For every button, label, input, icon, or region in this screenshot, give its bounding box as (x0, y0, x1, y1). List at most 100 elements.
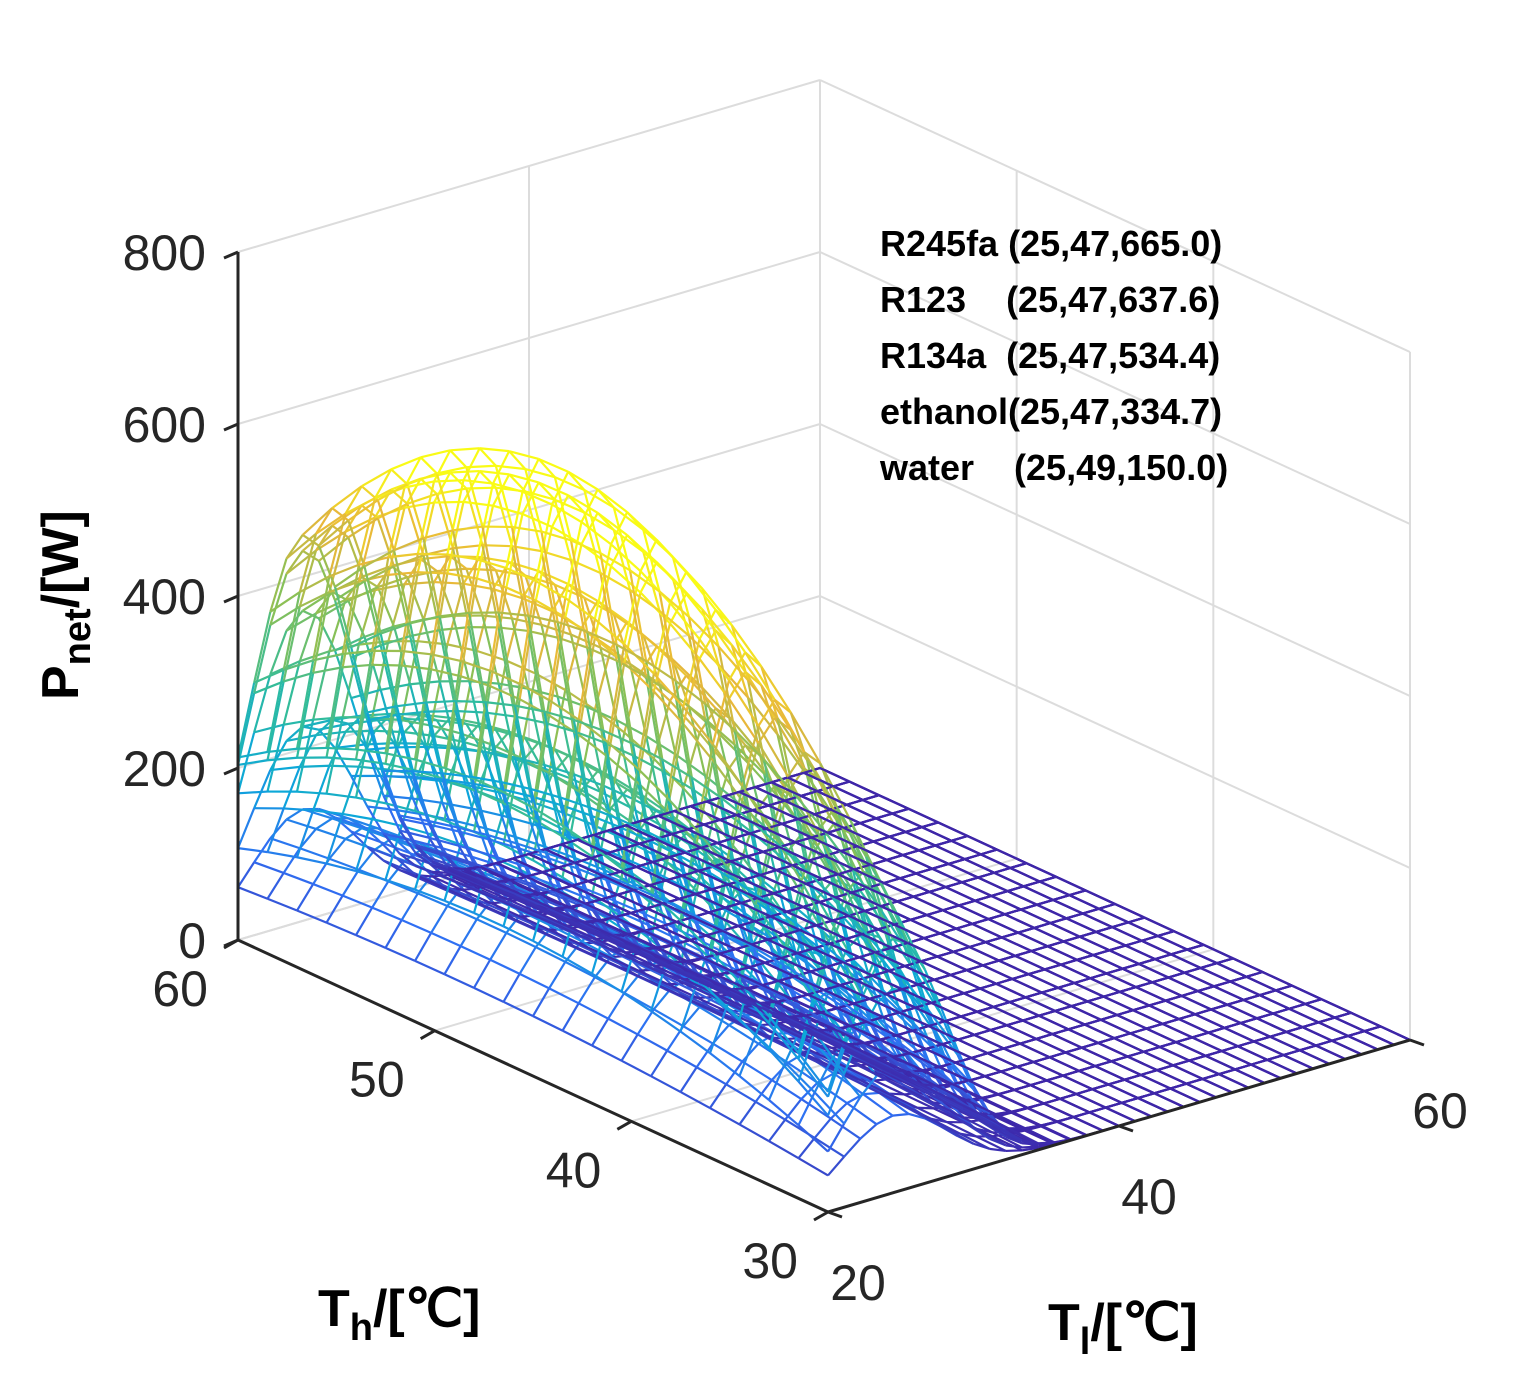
surface-mesh-line (237, 886, 268, 900)
surface-mesh-line (638, 969, 669, 986)
surface-mesh-line (610, 788, 628, 809)
surface-mesh-line (679, 1090, 711, 1110)
surface-mesh-line (636, 1008, 655, 1036)
surface-mesh-line (266, 724, 285, 792)
surface-mesh-line (347, 817, 379, 830)
surface-mesh-line (498, 682, 529, 690)
surface-mesh-line (503, 925, 534, 942)
surface-mesh-line (296, 909, 327, 924)
surface-mesh-line (514, 835, 545, 848)
surface-mesh-line (476, 918, 507, 934)
surface-mesh-line (237, 847, 268, 854)
surface-mesh-line (366, 749, 385, 797)
surface-mesh-line (430, 931, 462, 948)
surface-mesh-line (266, 872, 285, 900)
surface-mesh-line (535, 672, 566, 691)
surface-mesh-line (382, 795, 401, 832)
surface-mesh-line (607, 992, 626, 1020)
surface-mesh-line (564, 960, 596, 979)
surface-mesh-line (501, 814, 532, 825)
surface-mesh-line (269, 630, 288, 675)
surface-mesh-line (975, 1135, 1007, 1152)
surface-mesh-line (269, 837, 301, 850)
surface-mesh-line (992, 1135, 1023, 1152)
surface-mesh-line (916, 1095, 948, 1114)
surface-mesh-line (755, 1100, 786, 1121)
surface-mesh-line (650, 1010, 682, 1033)
surface-mesh-line (520, 908, 551, 924)
surface-mesh-line (298, 613, 318, 662)
surface-mesh-line (371, 880, 390, 909)
surface-mesh-line (399, 852, 430, 865)
surface-mesh-line (591, 1018, 610, 1047)
surface-mesh-line (531, 772, 551, 861)
surface-mesh-line (471, 855, 502, 868)
surface-mesh-line (589, 949, 620, 965)
surface-mesh-line (871, 1088, 902, 1105)
surface-mesh-line (315, 817, 333, 830)
surface-mesh-line (658, 683, 677, 755)
surface-mesh-line (680, 994, 712, 1011)
surface-mesh-line (620, 990, 652, 1012)
surface-mesh-line (800, 1081, 819, 1100)
surface-mesh-line (414, 888, 445, 902)
surface-mesh-line (562, 940, 594, 956)
surface-mesh-line (253, 861, 285, 874)
surface-mesh-line (553, 748, 572, 780)
surface-mesh-line (401, 919, 432, 934)
surface-mesh-line (556, 696, 575, 775)
surface-mesh-line (667, 974, 698, 991)
surface-mesh-line (534, 610, 554, 674)
surface-mesh-line (412, 797, 443, 805)
surface-mesh-line (632, 797, 663, 816)
surface-mesh-line (428, 862, 447, 879)
surface-mesh-line (342, 894, 373, 909)
surface-mesh-line (710, 1008, 741, 1025)
surface-mesh-line (447, 871, 479, 887)
surface-mesh-line (648, 976, 679, 993)
surface-mesh-line (874, 1072, 905, 1089)
surface-mesh-line (813, 1060, 832, 1093)
surface-mesh-line (560, 886, 591, 901)
surface-mesh-line (237, 790, 268, 795)
surface-mesh-line (384, 919, 403, 949)
surface-mesh-line (355, 934, 386, 949)
surface-mesh-line (503, 1000, 534, 1018)
surface-mesh-line (471, 807, 502, 817)
surface-mesh-line (591, 972, 623, 993)
surface-mesh-line (489, 958, 521, 975)
surface-mesh-line (470, 808, 490, 855)
surface-mesh-line (800, 1098, 832, 1120)
surface-mesh-line (409, 683, 428, 748)
surface-mesh-line (535, 946, 566, 963)
surface-mesh-line (505, 931, 537, 949)
surface-mesh-line (782, 984, 814, 1004)
surface-mesh-line (302, 718, 333, 728)
surface-mesh-line (784, 938, 803, 994)
surface-mesh-line (580, 940, 612, 958)
surface-mesh-line (797, 1080, 829, 1117)
surface-mesh-line (613, 929, 644, 948)
surface-mesh-line (253, 723, 284, 734)
surface-mesh-line (414, 809, 445, 822)
surface-mesh-line (318, 728, 336, 749)
surface-mesh-line (367, 805, 397, 812)
surface-mesh-line (431, 875, 462, 891)
surface-mesh-line (933, 1107, 964, 1124)
surface-mesh-line (666, 1049, 698, 1069)
surface-mesh-line (707, 1004, 738, 1022)
surface-mesh-line (459, 918, 478, 947)
surface-mesh-line (520, 915, 551, 932)
surface-mesh-line (709, 1083, 728, 1109)
surface-mesh-line (283, 718, 314, 726)
surface-mesh-line (962, 1116, 993, 1134)
surface-mesh-line (410, 680, 440, 686)
surface-mesh-line (754, 955, 787, 994)
surface-mesh-line (874, 1079, 905, 1096)
surface-mesh-line (738, 1075, 770, 1101)
surface-mesh-line (357, 848, 376, 871)
surface-mesh-line (1021, 1145, 1039, 1149)
surface-mesh-line (487, 853, 506, 886)
surface-mesh-line (767, 992, 787, 1050)
surface-mesh-line (295, 719, 315, 792)
